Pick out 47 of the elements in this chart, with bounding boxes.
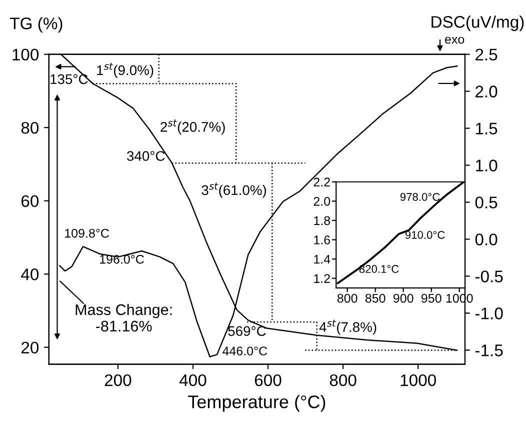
y-tick-label: 40 bbox=[21, 268, 39, 280]
annotation: 340°C bbox=[127, 151, 165, 161]
x-tick-label: 400 bbox=[179, 374, 206, 386]
y-tick-label: 1.8 bbox=[314, 216, 330, 226]
y-tick-label: 80 bbox=[21, 122, 39, 134]
x-tick-label: 1000 bbox=[400, 374, 436, 386]
y2-tick-label: 1.0 bbox=[476, 160, 498, 172]
annotation: 910.0°C bbox=[405, 230, 445, 239]
y-tick-label: 1.4 bbox=[314, 254, 330, 264]
y2-tick-label: 1.5 bbox=[476, 122, 498, 134]
annotation: 820.1°C bbox=[359, 265, 399, 273]
y-tick-label: 1.2 bbox=[314, 274, 330, 283]
y-tick-label: 1.6 bbox=[314, 236, 330, 244]
annotation: Mass Change: -81.16% bbox=[76, 304, 172, 332]
annotation: 2$^{st}$(20.7%) bbox=[160, 120, 225, 135]
y2-axis-title: DSC(uV/mg) bbox=[432, 16, 524, 32]
x-axis-title: Temperature (°C) bbox=[188, 394, 326, 412]
x-tick-label: 900 bbox=[394, 294, 414, 303]
annotation: 4$^{st}$(7.8%) bbox=[319, 320, 376, 335]
y-tick-label: 20 bbox=[22, 342, 39, 354]
x-tick-label: 200 bbox=[104, 374, 132, 386]
y2-tick-label: 0.5 bbox=[475, 196, 498, 208]
y-tick-label: 2.2 bbox=[314, 178, 330, 186]
annotation: 978.0°C bbox=[400, 193, 440, 201]
y2-tick-label: 2.5 bbox=[476, 48, 498, 61]
y-tick-label: 60 bbox=[22, 195, 39, 208]
y2-tick-label: -0.5 bbox=[475, 270, 503, 282]
y-axis-title: TG (%) bbox=[10, 17, 62, 33]
annotation: 446.0°C bbox=[222, 346, 268, 356]
x-tick-label: 800 bbox=[330, 374, 356, 386]
annotation: 3$^{st}$(61.0%) bbox=[202, 182, 266, 198]
y2-tick-label: 0.0 bbox=[475, 234, 498, 246]
text: exo bbox=[445, 36, 464, 44]
y2-tick-label: -1.0 bbox=[475, 308, 503, 320]
x-tick-label: 600 bbox=[254, 374, 282, 386]
annotation: 135°C bbox=[50, 74, 88, 84]
y2-tick-label: 2.0 bbox=[476, 86, 498, 98]
x-tick-label: 800 bbox=[337, 294, 358, 303]
annotation: 109.8°C bbox=[65, 228, 109, 238]
annotation: 1$^{st}$(9.0%) bbox=[97, 62, 154, 78]
annotation: 569°C bbox=[228, 326, 266, 336]
y-tick-label: 2.0 bbox=[314, 196, 330, 206]
x-tick-label: 850 bbox=[365, 294, 386, 303]
x-tick-label: 950 bbox=[422, 294, 442, 303]
annotation: 196.0°C bbox=[100, 254, 144, 264]
y2-tick-label: -1.5 bbox=[475, 344, 503, 356]
y-tick-label: 100 bbox=[12, 48, 39, 61]
